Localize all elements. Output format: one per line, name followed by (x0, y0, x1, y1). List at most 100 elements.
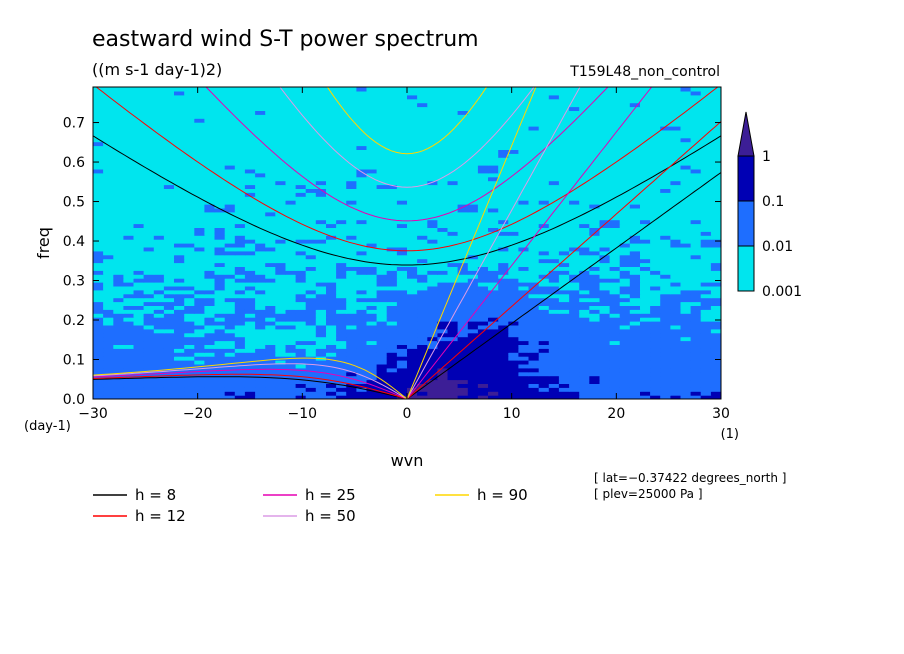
power-cell (113, 278, 124, 283)
power-cell (336, 153, 347, 158)
power-cell (153, 282, 165, 287)
power-cell (650, 161, 661, 166)
power-cell (285, 250, 297, 256)
power-cell (366, 289, 378, 295)
power-cell (184, 231, 195, 236)
power-cell (143, 356, 155, 361)
power-cell (498, 239, 509, 244)
power-cell (518, 246, 530, 252)
power-cell (477, 180, 489, 186)
power-cell (508, 215, 519, 221)
power-cell (194, 204, 205, 209)
power-cell (224, 200, 236, 205)
power-cell (619, 270, 631, 275)
power-cell (174, 356, 185, 361)
power-cell (710, 196, 721, 201)
power-cell (569, 305, 580, 310)
power-cell (326, 223, 337, 228)
power-cell (447, 215, 459, 221)
power-cell (295, 383, 307, 388)
power-cell (244, 274, 256, 279)
power-cell (285, 161, 297, 166)
power-cell (255, 231, 266, 236)
power-cell (396, 157, 408, 162)
power-cell (184, 129, 195, 135)
power-cell (599, 172, 611, 178)
power-cell (629, 395, 641, 399)
power-cell (305, 348, 317, 353)
power-cell (467, 344, 479, 349)
power-cell (488, 274, 499, 279)
power-cell (356, 348, 368, 353)
power-cell (204, 270, 216, 275)
power-cell (224, 258, 236, 264)
power-cell (538, 266, 550, 271)
power-cell (437, 328, 449, 334)
power-cell (690, 184, 702, 189)
power-cell (315, 207, 327, 213)
power-cell (336, 227, 347, 232)
power-cell (326, 363, 337, 369)
power-cell (113, 141, 124, 147)
power-cell (700, 321, 712, 326)
power-cell (670, 122, 682, 127)
power-cell (457, 243, 469, 248)
power-cell (103, 379, 114, 384)
power-cell (670, 114, 682, 119)
power-cell (93, 157, 104, 162)
power-cell (680, 145, 692, 150)
power-cell (396, 321, 408, 326)
power-cell (133, 293, 145, 299)
power-cell (174, 165, 185, 170)
power-cell (670, 235, 682, 240)
power-cell (447, 231, 459, 236)
power-cell (417, 129, 428, 135)
power-cell (457, 126, 469, 131)
power-cell (518, 340, 530, 345)
power-cell (528, 258, 540, 264)
power-cell (589, 375, 600, 381)
power-cell (204, 266, 216, 271)
power-cell (184, 391, 195, 396)
power-cell (143, 200, 155, 205)
power-cell (528, 118, 540, 123)
power-cell (477, 270, 489, 275)
power-cell (275, 188, 286, 193)
power-cell (163, 282, 175, 287)
power-cell (427, 94, 438, 100)
power-cell (265, 133, 276, 139)
power-cell (518, 122, 530, 127)
power-cell (204, 250, 216, 256)
power-cell (427, 250, 438, 256)
power-cell (447, 395, 459, 399)
power-cell (609, 204, 621, 209)
power-cell (538, 87, 550, 92)
power-cell (710, 387, 721, 392)
power-cell (305, 243, 317, 248)
power-cell (214, 254, 226, 260)
power-cell (103, 126, 114, 131)
power-cell (670, 344, 682, 349)
power-cell (315, 328, 327, 334)
power-cell (700, 192, 712, 197)
power-cell (214, 285, 226, 291)
power-cell (295, 87, 307, 92)
power-cell (113, 145, 124, 150)
power-cell (477, 219, 489, 225)
power-cell (650, 395, 661, 399)
power-cell (437, 313, 449, 318)
power-cell (244, 172, 256, 178)
power-cell (143, 289, 155, 295)
power-cell (214, 231, 226, 236)
power-cell (224, 344, 236, 349)
power-cell (579, 301, 590, 306)
power-cell (670, 367, 682, 373)
power-cell (346, 122, 357, 127)
power-cell (336, 102, 347, 108)
power-cell (396, 223, 408, 228)
power-cell (548, 157, 560, 162)
power-cell (690, 145, 702, 150)
power-cell (366, 258, 378, 264)
power-cell (457, 165, 469, 170)
power-cell (488, 270, 499, 275)
